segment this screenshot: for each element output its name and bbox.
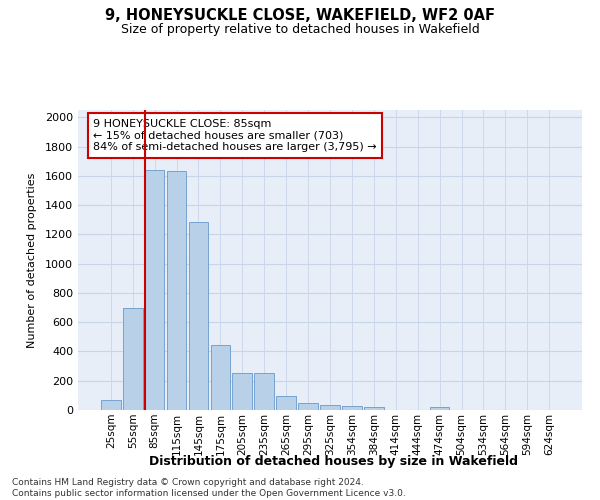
- Bar: [254, 372, 274, 410]
- Text: 9 HONEYSUCKLE CLOSE: 85sqm
← 15% of detached houses are smaller (703)
84% of sem: 9 HONEYSUCKLE CLOSE: 85sqm ← 15% of deta…: [93, 119, 377, 152]
- Text: 9, HONEYSUCKLE CLOSE, WAKEFIELD, WF2 0AF: 9, HONEYSUCKLE CLOSE, WAKEFIELD, WF2 0AF: [105, 8, 495, 22]
- Bar: [101, 400, 121, 410]
- Bar: [276, 396, 296, 410]
- Bar: [364, 407, 384, 410]
- Bar: [342, 406, 362, 410]
- Bar: [232, 372, 252, 410]
- Bar: [167, 170, 187, 410]
- Bar: [320, 405, 340, 410]
- Bar: [430, 407, 449, 410]
- Text: Size of property relative to detached houses in Wakefield: Size of property relative to detached ho…: [121, 22, 479, 36]
- Bar: [298, 402, 318, 410]
- Text: Distribution of detached houses by size in Wakefield: Distribution of detached houses by size …: [149, 455, 517, 468]
- Text: Contains HM Land Registry data © Crown copyright and database right 2024.
Contai: Contains HM Land Registry data © Crown c…: [12, 478, 406, 498]
- Bar: [145, 170, 164, 410]
- Bar: [188, 222, 208, 410]
- Y-axis label: Number of detached properties: Number of detached properties: [26, 172, 37, 348]
- Bar: [211, 345, 230, 410]
- Bar: [123, 308, 143, 410]
